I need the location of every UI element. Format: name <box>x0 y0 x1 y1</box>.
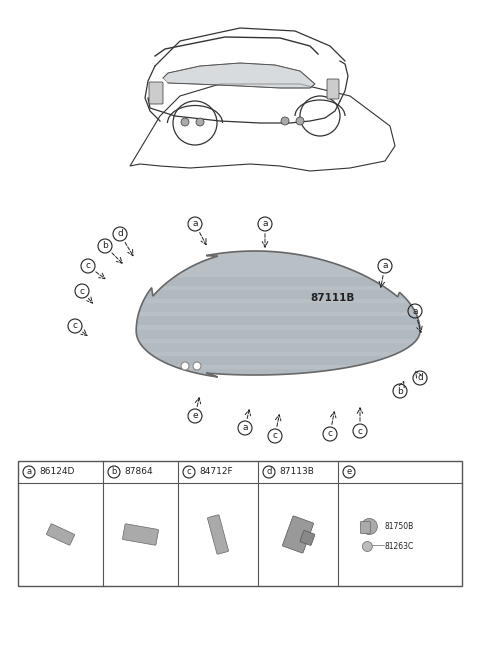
Polygon shape <box>80 356 440 365</box>
Circle shape <box>296 117 304 125</box>
Text: 87864: 87864 <box>124 468 153 476</box>
Text: a: a <box>382 262 388 270</box>
FancyBboxPatch shape <box>327 79 339 99</box>
Text: a: a <box>242 424 248 432</box>
Text: a: a <box>192 220 198 228</box>
Circle shape <box>181 118 189 126</box>
Polygon shape <box>80 342 440 352</box>
Text: c: c <box>85 262 91 270</box>
FancyBboxPatch shape <box>207 515 228 554</box>
Polygon shape <box>80 369 440 378</box>
Text: 81750B: 81750B <box>384 522 414 531</box>
Text: 84712F: 84712F <box>199 468 233 476</box>
Polygon shape <box>80 329 440 338</box>
FancyBboxPatch shape <box>360 522 371 533</box>
Text: 81263C: 81263C <box>384 542 414 551</box>
Polygon shape <box>80 316 440 325</box>
Polygon shape <box>80 303 440 312</box>
Text: c: c <box>327 430 333 438</box>
Circle shape <box>361 518 377 535</box>
Polygon shape <box>163 63 315 88</box>
Text: c: c <box>80 287 84 295</box>
FancyBboxPatch shape <box>122 524 158 545</box>
Text: d: d <box>266 468 272 476</box>
Polygon shape <box>136 251 420 377</box>
Polygon shape <box>80 277 440 286</box>
Circle shape <box>181 362 189 370</box>
Text: b: b <box>397 386 403 396</box>
FancyBboxPatch shape <box>149 82 163 104</box>
Text: a: a <box>412 306 418 316</box>
Text: 87111B: 87111B <box>310 293 354 303</box>
Text: c: c <box>187 468 192 476</box>
Text: c: c <box>358 426 362 436</box>
Circle shape <box>281 117 289 125</box>
Text: 87113B: 87113B <box>279 468 314 476</box>
Polygon shape <box>80 290 440 299</box>
Polygon shape <box>80 382 440 391</box>
Circle shape <box>362 541 372 552</box>
Text: a: a <box>262 220 268 228</box>
FancyBboxPatch shape <box>300 531 315 545</box>
Circle shape <box>196 118 204 126</box>
Text: e: e <box>192 411 198 420</box>
Text: b: b <box>102 241 108 251</box>
Text: c: c <box>72 321 77 331</box>
Text: b: b <box>111 468 117 476</box>
Circle shape <box>193 362 201 370</box>
Text: d: d <box>417 373 423 382</box>
Text: e: e <box>347 468 352 476</box>
FancyBboxPatch shape <box>47 524 74 545</box>
Text: d: d <box>117 230 123 239</box>
Text: c: c <box>273 432 277 440</box>
FancyBboxPatch shape <box>282 516 313 553</box>
Text: a: a <box>26 468 32 476</box>
Text: 86124D: 86124D <box>39 468 74 476</box>
